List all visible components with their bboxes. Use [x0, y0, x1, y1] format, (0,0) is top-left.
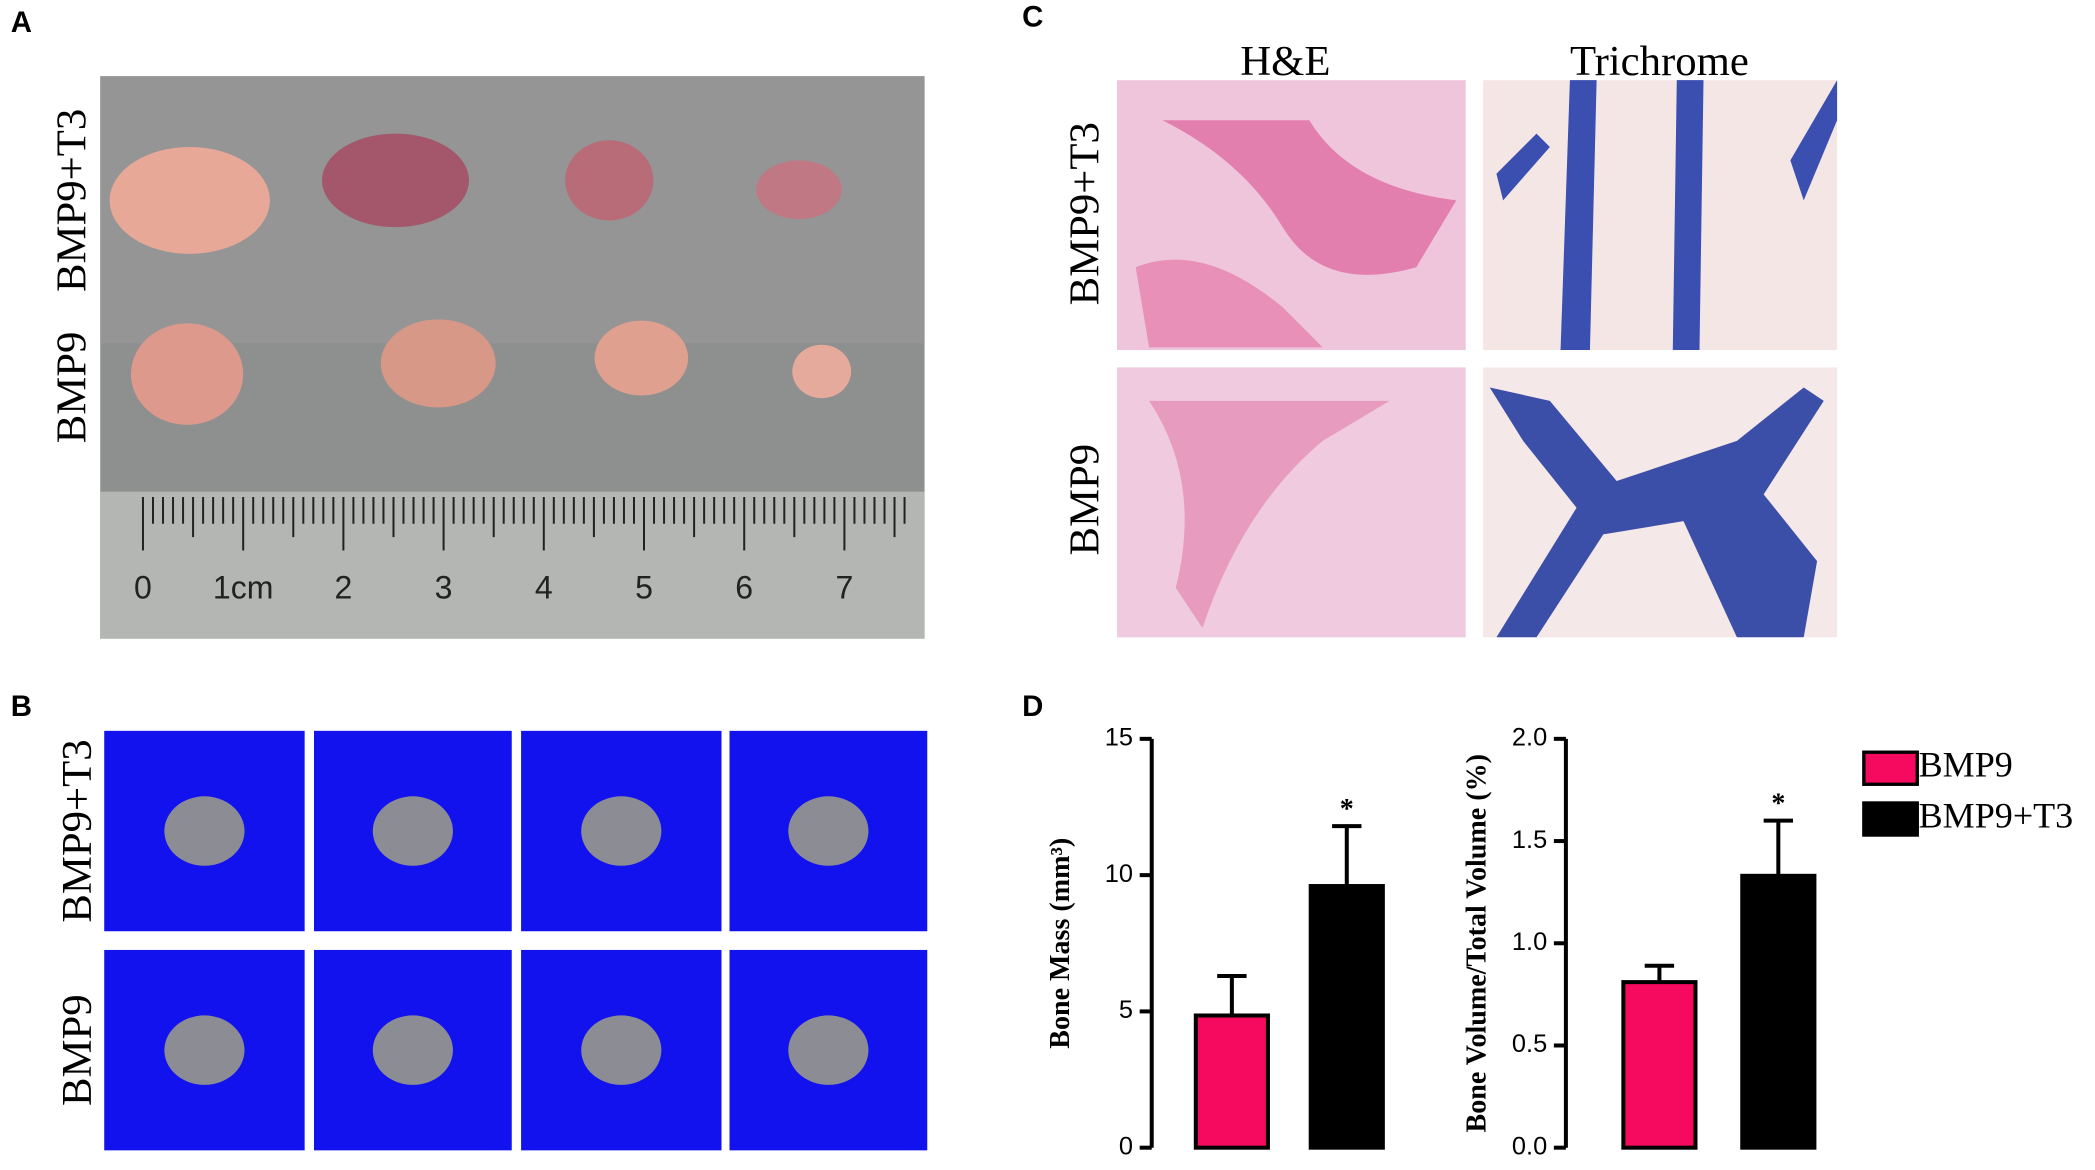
specimen	[565, 140, 654, 221]
y-tick-label: 10	[1105, 860, 1133, 888]
y-tick-label: 1.0	[1512, 928, 1547, 956]
bar	[1740, 873, 1817, 1150]
specimen	[130, 323, 244, 425]
ruler-label: 5	[635, 570, 653, 606]
ruler-ticks: 0 1cm 2 3 4 5 6 7	[134, 497, 906, 606]
column-label: H&E	[1240, 38, 1330, 85]
he-tissue	[1149, 400, 1390, 628]
trichrome-tissue	[1489, 387, 1824, 638]
he-tissue	[1135, 259, 1323, 348]
ct-specimen	[164, 796, 245, 866]
bar	[1193, 1013, 1270, 1150]
ruler-label: 6	[735, 570, 753, 606]
ct-specimen	[164, 1015, 245, 1085]
y-tick-label: 5	[1119, 996, 1133, 1024]
charts: 0 5 10 15 Bone Mass (mm³) * 0.0 0.5 1.0 1.5 2.0 Bon…	[1045, 724, 2073, 1161]
micro-ct-images	[104, 730, 928, 1151]
significance: *	[1771, 789, 1785, 820]
he-tissue	[1162, 120, 1457, 275]
legend-swatch	[1862, 750, 1919, 786]
panel-label: A	[11, 6, 32, 39]
legend-label: BMP9+T3	[1919, 795, 2074, 835]
y-tick-label: 0.0	[1512, 1132, 1547, 1160]
row-label: BMP9	[49, 332, 96, 444]
row-label: BMP9+T3	[49, 109, 96, 292]
ct-specimen	[581, 796, 662, 866]
ruler-label: 3	[435, 570, 453, 606]
y-tick-label: 15	[1105, 724, 1133, 752]
y-axis-label: Bone Mass (mm³)	[1045, 838, 1076, 1049]
y-tick-label: 0.5	[1512, 1030, 1547, 1058]
ruler-label: 4	[535, 570, 553, 606]
significance: *	[1340, 794, 1354, 825]
ruler-label: 2	[334, 570, 352, 606]
histology	[1116, 80, 1838, 638]
y-tick-label: 0	[1119, 1132, 1133, 1160]
ct-specimen	[372, 1015, 453, 1085]
panel-label: D	[1022, 690, 1043, 723]
specimen	[756, 160, 842, 220]
ruler-label: 1cm	[213, 570, 274, 606]
panel-label: C	[1022, 1, 1043, 34]
row-label: BMP9	[54, 994, 101, 1106]
ct-specimen	[581, 1015, 662, 1085]
photo-a: 0 1cm 2 3 4 5 6 7	[100, 76, 925, 639]
ruler-label: 7	[836, 570, 854, 606]
specimen	[109, 146, 270, 254]
row-label: BMP9	[1061, 444, 1108, 556]
row-label: BMP9+T3	[54, 739, 101, 922]
y-tick-label: 1.5	[1512, 826, 1547, 854]
panel-label: B	[11, 690, 32, 723]
y-tick-label: 2.0	[1512, 724, 1547, 752]
ct-specimen	[788, 796, 869, 866]
specimen	[322, 133, 469, 228]
ct-specimen	[372, 796, 453, 866]
ruler-label: 0	[134, 570, 152, 606]
legend-label: BMP9	[1919, 745, 2013, 785]
trichrome-image	[1483, 80, 1838, 351]
column-label: Trichrome	[1570, 38, 1749, 85]
specimen	[594, 320, 689, 396]
bar	[1308, 884, 1385, 1150]
row-label: BMP9+T3	[1061, 122, 1108, 305]
bar	[1621, 980, 1698, 1150]
y-axis-label: Bone Volume/Total Volume (%)	[1462, 754, 1493, 1132]
ct-specimen	[788, 1015, 869, 1085]
ruler	[100, 491, 925, 639]
legend-swatch	[1862, 801, 1919, 837]
specimen	[792, 344, 852, 399]
trichrome-tissue	[1496, 80, 1838, 351]
specimen	[380, 319, 496, 408]
